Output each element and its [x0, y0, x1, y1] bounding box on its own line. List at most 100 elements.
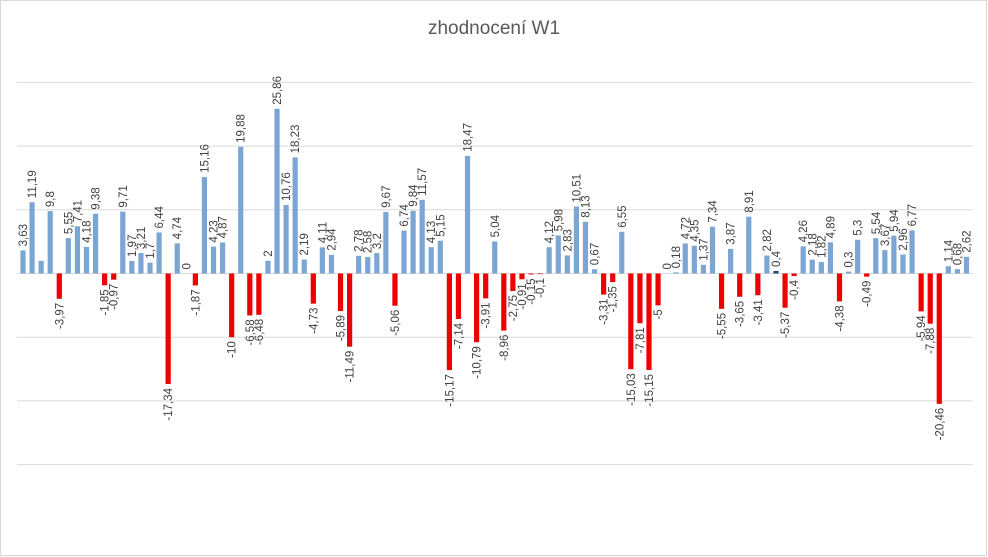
data-label: 11,19	[27, 170, 39, 198]
data-label: 1,97	[127, 235, 139, 257]
data-label: -3,41	[753, 299, 765, 325]
data-label: 2,62	[962, 230, 974, 252]
bar	[655, 273, 661, 306]
data-label: 10,51	[571, 174, 583, 203]
bar	[201, 176, 208, 274]
bar	[292, 157, 298, 274]
bar	[601, 273, 607, 295]
bar	[510, 273, 516, 292]
bar	[47, 211, 53, 274]
bar	[501, 273, 507, 331]
data-label: 7,41	[72, 200, 84, 222]
bar	[555, 235, 561, 274]
bar	[936, 273, 942, 404]
data-label: 2,82	[762, 229, 774, 251]
bar	[310, 273, 316, 304]
bar	[945, 266, 951, 274]
bar	[718, 273, 725, 309]
bar	[573, 206, 579, 274]
bar	[392, 273, 398, 306]
data-label: 9,67	[381, 186, 393, 208]
data-label: 3,21	[136, 227, 148, 249]
data-label: 5,54	[871, 211, 883, 234]
data-label: 1,37	[698, 238, 710, 260]
bar	[464, 155, 471, 274]
data-label: 2,19	[299, 233, 311, 255]
bar	[265, 260, 271, 274]
data-label: 5,98	[553, 209, 565, 231]
data-label: -15,15	[644, 374, 656, 407]
data-label: 19,88	[236, 114, 248, 143]
bar	[963, 256, 970, 274]
data-label: 2,83	[562, 229, 574, 251]
data-label: 0,3	[844, 252, 856, 268]
data-label: 6,74	[399, 204, 411, 227]
bar	[274, 108, 280, 274]
bar	[845, 271, 852, 274]
data-label: 4,11	[317, 222, 329, 244]
data-label: 2,18	[807, 233, 819, 255]
bar	[528, 273, 534, 275]
data-label: 2,96	[898, 228, 910, 250]
data-label: 4,23	[209, 220, 221, 242]
data-label: -5,89	[336, 315, 348, 341]
bar-series	[20, 108, 970, 404]
data-label: 10,76	[281, 172, 293, 201]
bar	[709, 226, 716, 274]
bar	[882, 250, 888, 274]
bar	[836, 273, 843, 302]
data-label: 15,16	[199, 144, 211, 173]
data-label: 2,58	[363, 231, 375, 253]
data-label: -0,49	[862, 281, 874, 307]
data-label: 0	[181, 263, 193, 269]
data-label: 1,7	[145, 243, 157, 259]
data-label: -17,34	[163, 387, 175, 420]
data-label: -3,65	[735, 301, 747, 327]
bar	[519, 273, 525, 280]
data-label: 4,13	[426, 221, 438, 243]
bar	[746, 216, 752, 274]
bar	[219, 242, 226, 274]
data-label: 8,91	[744, 190, 756, 212]
data-label: -5,94	[916, 315, 928, 342]
bar	[283, 204, 289, 274]
data-label: -11,49	[345, 351, 357, 383]
data-label: -5,06	[390, 310, 402, 336]
data-label: 3,87	[726, 222, 738, 244]
bar	[909, 230, 915, 274]
data-label: -1,87	[190, 289, 202, 315]
bar	[619, 231, 625, 274]
data-label: 5,55	[63, 212, 75, 234]
bar	[591, 269, 598, 274]
bar	[210, 246, 217, 274]
bar	[492, 241, 498, 274]
bar	[782, 273, 788, 308]
bar	[38, 260, 44, 274]
data-label: -10,79	[472, 346, 484, 379]
data-labels: 3,6311,199,8-3,975,557,414,189,38-1,85-0…	[18, 76, 974, 440]
data-label: -0,91	[517, 283, 529, 309]
data-label: 18,47	[463, 123, 475, 152]
bar	[238, 146, 244, 274]
bar	[328, 254, 335, 274]
bar	[755, 273, 761, 296]
chart-title: zhodnocení W1	[427, 18, 561, 39]
data-label: 5,94	[889, 209, 901, 232]
data-label: 6,55	[617, 205, 629, 227]
data-label: 0,18	[671, 246, 683, 268]
data-label: 25,86	[272, 76, 284, 105]
bar	[319, 247, 325, 274]
data-label: -10	[227, 341, 239, 358]
data-label: 3,2	[372, 233, 384, 249]
data-label: -7,14	[454, 322, 466, 349]
bar	[791, 273, 797, 277]
data-label: 2,78	[354, 229, 366, 251]
data-label: 3,67	[880, 224, 892, 246]
bar	[954, 269, 961, 274]
bar	[900, 254, 906, 274]
data-label: -15,17	[444, 374, 456, 407]
bar	[428, 247, 434, 274]
data-label: 9,71	[118, 185, 130, 207]
data-label: 1,82	[816, 236, 828, 258]
data-label: -7,81	[635, 327, 647, 353]
